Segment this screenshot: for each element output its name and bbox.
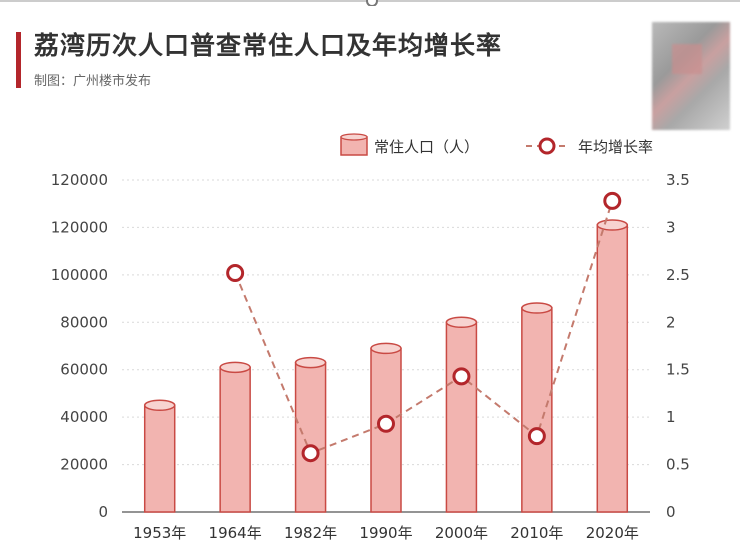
growth-rate-point (301, 444, 320, 463)
category-label: 2020年 (586, 524, 639, 542)
left-tick-label: 80000 (60, 313, 108, 331)
grid-lines (122, 179, 650, 513)
left-axis: 0 20000 40000 60000 80000 100000 120000 120000 (51, 171, 108, 521)
legend-bar-swatch (340, 133, 368, 156)
left-tick-label: 100000 (51, 266, 108, 284)
bar (143, 399, 176, 513)
right-tick-label: 2 (666, 313, 676, 331)
category-label: 1982年 (284, 524, 337, 542)
blurred-corner-image (652, 22, 730, 130)
legend-bar-label: 常住人口（人） (374, 138, 479, 156)
left-tick-label: 20000 (60, 456, 108, 474)
right-tick-label: 3 (666, 218, 676, 236)
growth-rate-point (527, 427, 546, 446)
left-tick-label: 0 (98, 503, 108, 521)
bar (596, 219, 629, 513)
right-tick-label: 2.5 (666, 266, 690, 284)
right-axis: 0 0.5 1 1.5 2 2.5 3 3.5 (666, 171, 690, 521)
right-tick-label: 0.5 (666, 456, 690, 474)
right-tick-label: 1 (666, 408, 676, 426)
growth-rate-point (377, 414, 395, 433)
chart-title: 荔湾历次人口普查常住人口及年均增长率 (34, 31, 503, 60)
category-label: 1953年 (133, 524, 186, 542)
growth-rate-line (234, 200, 614, 455)
bar (445, 316, 478, 513)
category-label: 1990年 (359, 524, 412, 542)
category-label: 1964年 (209, 524, 262, 542)
bar (294, 356, 327, 513)
line-series (226, 191, 622, 463)
right-tick-label: 1.5 (666, 361, 690, 379)
left-tick-label: 60000 (60, 361, 108, 379)
growth-rate-point (603, 191, 622, 210)
left-tick-label: 120000 (51, 218, 108, 236)
title-accent-bar (16, 32, 21, 88)
bar (370, 342, 402, 513)
left-tick-label: 40000 (60, 408, 108, 426)
right-tick-label: 0 (666, 503, 676, 521)
bar (219, 361, 251, 513)
growth-rate-point (226, 263, 245, 282)
x-axis: 1953年 1964年 1982年 1990年 2000年 2010年 2020年 (133, 524, 639, 542)
legend-line-label: 年均增长率 (578, 138, 653, 156)
top-divider (0, 0, 740, 6)
legend-line-swatch (526, 137, 568, 155)
bar-series (143, 219, 629, 513)
bar (521, 302, 553, 513)
legend: 常住人口（人） 年均增长率 (340, 133, 653, 156)
category-label: 2000年 (435, 524, 488, 542)
right-tick-label: 3.5 (666, 171, 690, 189)
chart-subtitle: 制图：广州楼市发布 (34, 74, 152, 89)
growth-rate-point (452, 367, 471, 386)
left-tick-label: 120000 (51, 171, 108, 189)
category-label: 2010年 (510, 524, 563, 542)
